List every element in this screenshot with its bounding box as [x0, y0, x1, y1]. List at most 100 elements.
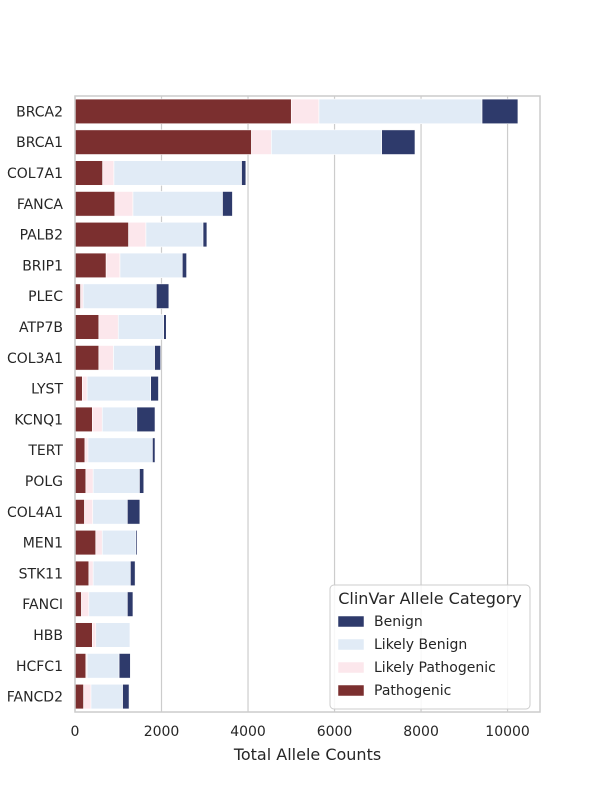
- legend-label: Likely Pathogenic: [374, 660, 496, 676]
- x-tick-label: 8000: [403, 724, 439, 740]
- y-tick-label: STK11: [19, 566, 63, 582]
- bar-segment: [85, 468, 94, 494]
- y-tick-label: KCNQ1: [14, 412, 63, 428]
- bar-segment: [74, 653, 87, 679]
- bar-segment: [74, 406, 93, 433]
- x-tick-label: 0: [71, 724, 80, 740]
- bar-segment: [92, 560, 131, 587]
- bar-segment: [132, 191, 223, 217]
- bar-segment: [135, 529, 138, 556]
- y-tick-label: PALB2: [20, 228, 63, 244]
- bar-segment: [74, 98, 292, 125]
- bar-segment: [87, 437, 153, 463]
- bar-segment: [127, 499, 141, 525]
- bar-segment: [74, 375, 83, 402]
- bar-segment: [74, 499, 85, 525]
- plot-frame: [74, 95, 541, 713]
- y-tick-label: ATP7B: [19, 320, 63, 336]
- legend: ClinVar Allele Category Benign Likely Ben…: [329, 584, 531, 710]
- x-tick-label: 10000: [485, 724, 530, 740]
- bar-segment: [271, 129, 382, 155]
- bar-segment: [127, 591, 134, 617]
- bar-segment: [74, 468, 87, 494]
- bar-segment: [154, 345, 161, 371]
- bar-segment: [117, 314, 164, 340]
- bar-segment: [152, 437, 156, 463]
- bar-segment: [92, 622, 97, 648]
- y-tick-label: FANCA: [17, 197, 64, 213]
- y-tick-label: POLG: [25, 474, 63, 490]
- bar-segment: [74, 345, 100, 371]
- bar-segment: [81, 591, 90, 617]
- bar-segment: [74, 191, 116, 217]
- bar-segment: [128, 221, 147, 248]
- bar-segment: [156, 283, 170, 309]
- legend-box: [329, 584, 531, 710]
- bar-segment: [92, 406, 103, 433]
- bar-segment: [82, 375, 88, 402]
- bar-segment: [74, 437, 86, 463]
- bar-segment: [136, 406, 156, 433]
- bar-segment: [74, 252, 107, 279]
- y-tick-label: HBB: [33, 628, 63, 644]
- bar-segment: [74, 591, 82, 617]
- bar-segment: [98, 314, 119, 340]
- bar-segment: [74, 129, 252, 155]
- y-tick-label: BRCA1: [16, 135, 63, 151]
- y-tick-label: BRIP1: [22, 258, 63, 274]
- bar-segment: [381, 129, 416, 155]
- bar-segment: [101, 529, 137, 556]
- bar-segment: [74, 529, 97, 556]
- bar-segment: [80, 283, 84, 309]
- bar-segment: [290, 98, 320, 125]
- bar-segment: [241, 160, 247, 186]
- y-tick-label: HCFC1: [16, 659, 63, 675]
- bar-segment: [83, 683, 92, 710]
- bar-segment: [92, 499, 128, 525]
- legend-swatch: [337, 638, 365, 651]
- y-tick-label: TERT: [27, 443, 63, 459]
- x-tick-label: 6000: [317, 724, 353, 740]
- y-tick-label: LYST: [31, 382, 63, 398]
- bar-segment: [318, 98, 483, 125]
- bar-segment: [84, 499, 94, 525]
- legend-title: ClinVar Allele Category: [338, 589, 522, 608]
- x-tick-labels: 0 2000 4000 6000 8000 10000: [71, 724, 530, 740]
- bar-segment: [84, 437, 89, 463]
- bar-segment: [95, 622, 131, 648]
- bar-segment: [95, 529, 103, 556]
- bar-segment: [74, 314, 100, 340]
- bar-segment: [481, 98, 519, 125]
- bar-segment: [86, 653, 120, 679]
- bar-segment: [88, 591, 128, 617]
- x-axis-label: Total Allele Counts: [233, 745, 381, 764]
- bar-segment: [74, 683, 84, 710]
- bar-segment: [102, 160, 115, 186]
- x-tick-label: 4000: [230, 724, 266, 740]
- bar-segment: [88, 560, 94, 587]
- bar-segment: [92, 468, 140, 494]
- bar-segment: [101, 406, 138, 433]
- bar-segment: [105, 252, 121, 279]
- y-tick-label: BRCA2: [16, 104, 63, 120]
- legend-swatch: [337, 615, 365, 628]
- y-tick-label: COL7A1: [7, 166, 63, 182]
- bar-segment: [113, 345, 155, 371]
- bar-segment: [181, 252, 187, 279]
- bar-segment: [113, 160, 242, 186]
- bar-segment: [122, 683, 130, 710]
- y-tick-label: FANCD2: [7, 690, 63, 706]
- legend-items: Benign Likely Benign Likely Pathogenic Path…: [337, 614, 496, 699]
- legend-swatch: [337, 661, 365, 674]
- y-tick-label: COL3A1: [7, 351, 63, 367]
- bar-segment: [82, 283, 157, 309]
- bar-segment: [74, 221, 129, 248]
- bar-segment: [90, 683, 123, 710]
- bar-segment: [118, 653, 131, 679]
- y-tick-label: FANCI: [22, 597, 63, 613]
- bar-segment: [98, 345, 114, 371]
- bar-segment: [145, 221, 204, 248]
- legend-label: Pathogenic: [374, 683, 451, 699]
